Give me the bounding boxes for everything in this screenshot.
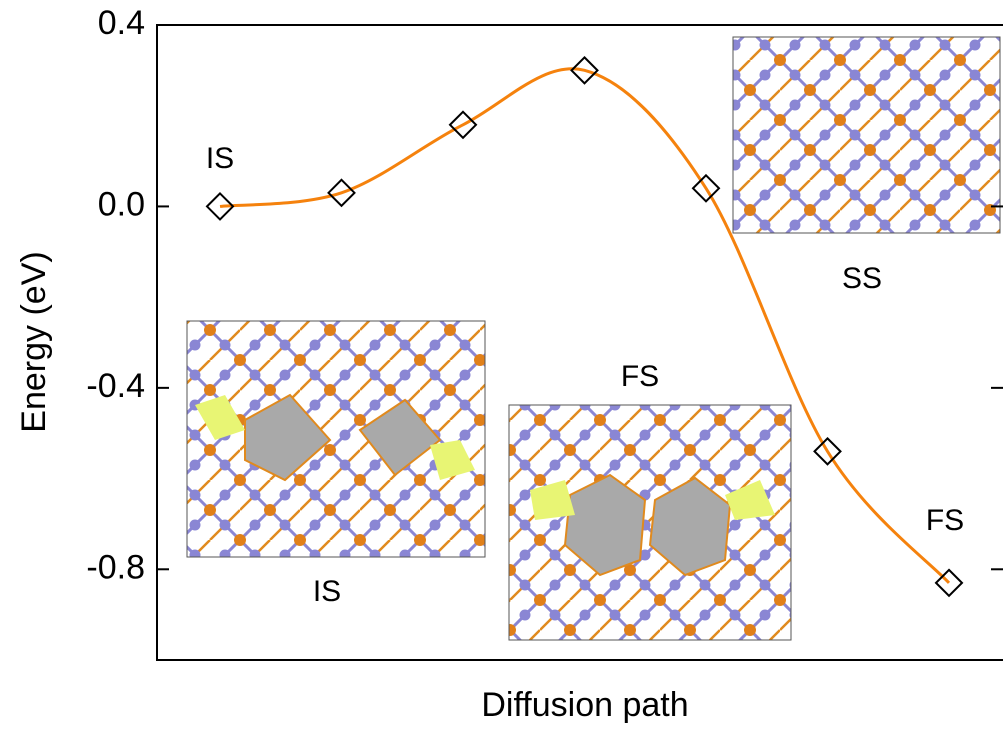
annotation: FS — [621, 360, 659, 393]
y-axis-title: Energy (eV) — [15, 251, 53, 432]
inset-ss — [733, 37, 1000, 233]
chart: Energy (eV) Diffusion path IS SS FS FS I… — [0, 0, 1003, 730]
y-tick-label: -0.4 — [86, 367, 145, 405]
annotation: IS — [313, 575, 341, 608]
annotation: IS — [206, 142, 234, 175]
annotation: FS — [926, 504, 964, 537]
inset-fs — [509, 405, 791, 640]
annotation: SS — [842, 262, 882, 295]
x-axis-title: Diffusion path — [481, 686, 688, 724]
insets — [187, 37, 1000, 640]
y-tick-label: 0.0 — [98, 185, 145, 223]
y-tick-label: 0.4 — [98, 4, 145, 42]
y-tick-label: -0.8 — [86, 548, 145, 586]
